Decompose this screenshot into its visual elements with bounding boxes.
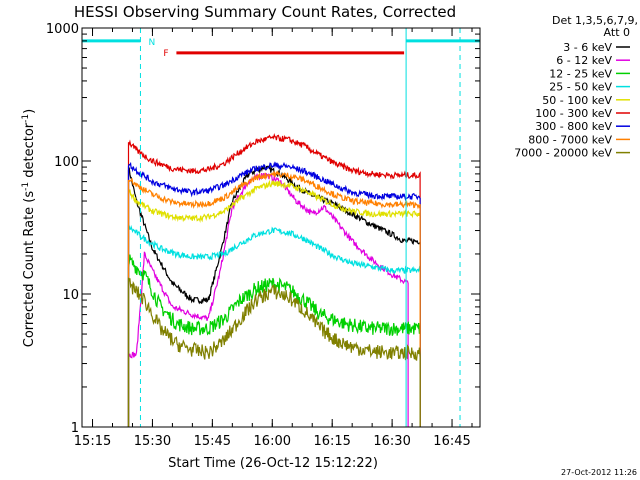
legend-label: 3 - 6 keV xyxy=(563,41,612,54)
x-tick-label: 15:30 xyxy=(134,434,171,449)
legend-label: 100 - 300 keV xyxy=(535,107,612,120)
flare-label: F xyxy=(163,49,168,59)
series-layer xyxy=(127,133,421,427)
x-axis-label: Start Time (26-Oct-12 15:12:22) xyxy=(168,456,378,471)
legend-label: 800 - 7000 keV xyxy=(528,133,612,146)
legend-label: 7000 - 20000 keV xyxy=(514,147,612,160)
y-tick-label: 100 xyxy=(54,155,79,170)
x-tick-label: 15:15 xyxy=(74,434,111,449)
legend-label: 50 - 100 keV xyxy=(542,94,612,107)
axis-layer: 15:15 15:30 15:45 16:00 16:15 16:30 16:45 1 10 10… xyxy=(46,22,480,449)
y-axis-label: Corrected Count Rate (s-1 detector-1) xyxy=(21,109,37,347)
legend-label: 6 - 12 keV xyxy=(556,54,612,67)
series-line-6 xyxy=(127,133,421,427)
night-label: N xyxy=(148,38,155,48)
series-line-7 xyxy=(127,161,421,427)
legend-header: Det 1,3,5,6,7,9, xyxy=(552,14,638,27)
legend-label: 12 - 25 keV xyxy=(549,67,612,80)
legend-label: 300 - 800 keV xyxy=(535,120,612,133)
y-tick-label: 10 xyxy=(62,288,79,303)
timestamp: 27-Oct-2012 11:26 xyxy=(561,468,637,477)
y-tick-label: 1000 xyxy=(46,22,79,37)
series-line-5 xyxy=(127,179,421,427)
legend-attenuator: Att 0 xyxy=(604,26,630,39)
legend-label: 25 - 50 keV xyxy=(549,81,612,94)
series-line-4 xyxy=(127,224,421,427)
x-tick-label: 15:45 xyxy=(194,434,231,449)
x-tick-label: 16:30 xyxy=(373,434,410,449)
plot-frame xyxy=(81,27,481,428)
series-line-8 xyxy=(127,170,421,427)
x-tick-label: 16:45 xyxy=(433,434,470,449)
y-tick-label: 1 xyxy=(71,421,79,436)
series-line-9 xyxy=(127,277,421,427)
chart-title: HESSI Observing Summary Count Rates, Cor… xyxy=(74,3,456,21)
series-line-2 xyxy=(127,172,409,427)
x-tick-label: 16:00 xyxy=(254,434,291,449)
x-tick-label: 16:15 xyxy=(313,434,350,449)
annotation-layer: NF xyxy=(82,28,480,427)
